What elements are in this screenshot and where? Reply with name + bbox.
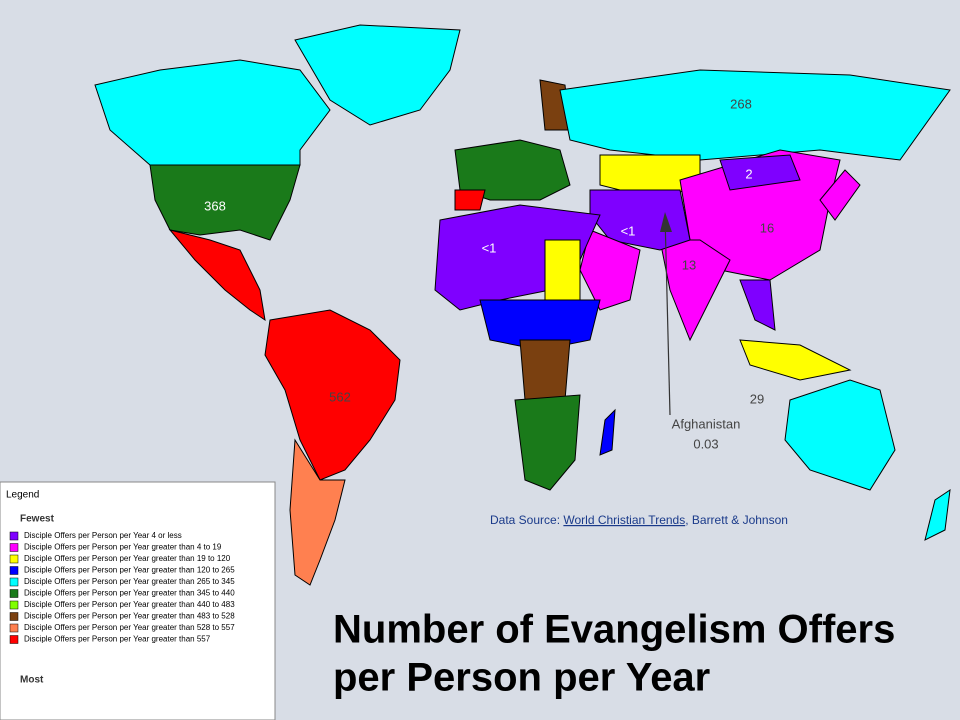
source-suffix: , Barrett & Johnson	[685, 513, 788, 527]
legend-top: Fewest	[20, 514, 55, 525]
legend-swatch	[9, 623, 19, 633]
legend-swatch	[9, 600, 19, 610]
map-label: <1	[621, 223, 636, 238]
map-label: 16	[760, 220, 774, 235]
legend-swatch	[9, 543, 19, 552]
legend-title: Legend	[6, 490, 39, 501]
indochina	[739, 279, 776, 331]
greenland	[294, 24, 461, 126]
legend-label: Disciple Offers per Person per Year grea…	[24, 543, 222, 552]
map-label: 29	[750, 391, 764, 406]
map-label: 2	[745, 166, 752, 181]
southern-africa	[514, 394, 581, 491]
legend-swatch	[9, 577, 19, 587]
annotation-arrow	[664, 214, 671, 416]
arrow-head	[660, 212, 672, 232]
annotation-value: 0.03	[693, 436, 718, 451]
legend-swatch	[9, 612, 19, 621]
canada	[94, 59, 331, 166]
legend-label: Disciple Offers per Person per Year grea…	[24, 577, 235, 586]
legend-bottom: Most	[20, 675, 44, 686]
madagascar	[599, 408, 616, 456]
brazil-region	[264, 309, 401, 481]
legend-label: Disciple Offers per Person per Year grea…	[24, 566, 235, 575]
legend-box	[0, 481, 276, 720]
arabia	[579, 229, 641, 311]
russia	[559, 69, 951, 161]
map-label: <1	[482, 240, 497, 255]
source-prefix: Data Source:	[490, 513, 560, 527]
australia	[784, 379, 896, 491]
mongolia	[719, 154, 801, 191]
title-line: per Person per Year	[333, 656, 710, 700]
japan	[819, 169, 861, 221]
mexico	[168, 229, 266, 322]
title-line: Number of Evangelism Offers	[333, 608, 895, 652]
congo	[519, 339, 571, 401]
new-zealand	[924, 488, 951, 541]
legend-label: Disciple Offers per Person per Year grea…	[24, 589, 235, 598]
legend-swatch	[9, 554, 19, 564]
annotation-name: Afghanistan	[672, 416, 741, 431]
legend-label: Disciple Offers per Person per Year grea…	[24, 623, 235, 632]
west-africa	[479, 299, 601, 351]
legend-swatch	[9, 531, 19, 541]
source: Data Source: World Christian Trends, Bar…	[490, 513, 788, 527]
map-label: 562	[329, 389, 351, 404]
india	[659, 239, 731, 342]
legend-swatch	[9, 635, 19, 644]
legend-label: Disciple Offers per Person per Year grea…	[24, 600, 235, 609]
legend-swatch	[9, 566, 19, 575]
legend-label: Disciple Offers per Person per Year 4 or…	[24, 531, 182, 540]
usa	[149, 164, 301, 241]
legend-swatch	[9, 589, 19, 598]
source-link[interactable]: World Christian Trends	[563, 513, 685, 527]
world-map	[94, 24, 951, 586]
legend-label: Disciple Offers per Person per Year grea…	[24, 554, 231, 563]
map-label: 368	[204, 198, 226, 213]
argentina-chile	[289, 438, 346, 586]
map-label: 13	[682, 257, 696, 272]
legend-label: Disciple Offers per Person per Year grea…	[24, 635, 211, 644]
indonesia	[739, 339, 852, 381]
legend-label: Disciple Offers per Person per Year grea…	[24, 612, 235, 621]
map-labels: 268 2 16 13 <1 <1 368 562 29 Afghanistan…	[204, 96, 774, 451]
map-label: 268	[730, 96, 752, 111]
spain	[454, 189, 486, 211]
legend: Legend Fewest Most Disciple Offers per P…	[0, 481, 276, 720]
